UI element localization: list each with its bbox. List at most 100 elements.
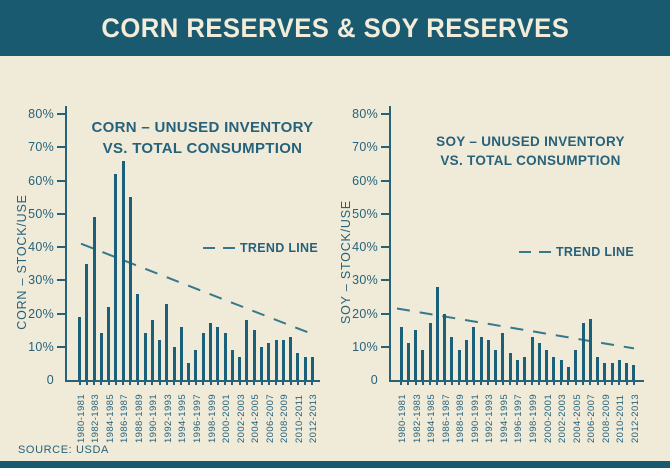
bar: [172, 346, 176, 380]
bar: [399, 326, 403, 380]
y-tick-label: 20%: [352, 306, 378, 321]
x-tick-mark: [436, 381, 439, 385]
x-tick-mark: [625, 381, 628, 385]
bar: [545, 350, 549, 380]
y-tick-mark: [381, 146, 389, 149]
x-tick-mark: [596, 381, 599, 385]
bar: [508, 353, 512, 380]
x-tick-label: 1994-1995: [498, 393, 510, 443]
page-title: CORN RESERVES & SOY RESERVES: [100, 12, 570, 43]
soy-trend-line: [396, 307, 635, 350]
bar: [260, 346, 263, 380]
y-tick-label: 40%: [352, 240, 378, 254]
y-tick-mark: [381, 246, 389, 248]
bar: [150, 320, 154, 380]
x-tick-label: 2000-2001: [221, 393, 233, 443]
trend-dash-icon: [223, 247, 235, 249]
bar: [121, 160, 125, 380]
x-tick-mark: [122, 381, 125, 385]
bar: [245, 320, 249, 380]
x-tick-mark: [93, 381, 96, 385]
x-tick-mark: [304, 381, 307, 385]
bar: [515, 360, 519, 380]
y-tick-label: 70%: [352, 140, 378, 155]
bar: [472, 326, 476, 380]
bar: [559, 360, 563, 380]
x-tick-label: 1980-1981: [75, 393, 87, 443]
x-tick-mark: [267, 381, 270, 385]
x-tick-mark: [180, 381, 183, 385]
bar: [421, 350, 425, 380]
x-tick-label: 1990-1991: [148, 393, 160, 443]
x-tick-mark: [538, 381, 541, 385]
bar: [632, 365, 636, 380]
x-tick-mark: [400, 381, 402, 385]
y-tick-mark: [57, 345, 65, 348]
bar: [107, 306, 111, 380]
x-tick-mark: [194, 381, 197, 385]
soy-trend-legend: TREND LINE: [519, 245, 634, 259]
x-tick-mark: [151, 381, 154, 385]
x-tick-label: 2002-2003: [235, 393, 247, 443]
x-tick-mark: [165, 381, 168, 385]
x-tick-mark: [202, 381, 205, 385]
bar: [435, 286, 439, 380]
corn-trend-line: [80, 242, 316, 337]
x-tick-mark: [282, 381, 285, 385]
x-tick-label: 1988-1989: [133, 393, 145, 443]
y-tick-mark: [57, 113, 65, 115]
corn-y-axis-title: CORN – STOCK/USE: [15, 194, 29, 330]
x-tick-mark: [224, 381, 227, 385]
corn-chart-title: CORN – UNUSED INVENTORY VS. TOTAL CONSUM…: [91, 119, 314, 157]
x-tick-mark: [144, 381, 147, 385]
bar: [479, 336, 483, 380]
bar: [581, 323, 585, 380]
x-tick-mark: [209, 381, 212, 385]
y-tick-label: 30%: [352, 273, 378, 288]
bar: [465, 340, 469, 380]
soy-y-axis-title: SOY – STOCK/USE: [339, 199, 353, 325]
source-credit: SOURCE: USDA: [18, 444, 109, 456]
soy-plot-area: SOY – UNUSED INVENTORY VS. TOTAL CONSUMP…: [352, 106, 644, 443]
y-tick-mark: [381, 179, 389, 182]
y-tick-label: 20%: [28, 306, 54, 321]
x-tick-mark: [129, 381, 132, 385]
x-tick-mark: [421, 381, 424, 385]
x-tick-mark: [311, 381, 314, 385]
x-tick-label: 1982-1983: [411, 393, 423, 443]
x-tick-label: 1996-1997: [191, 393, 203, 443]
corn-trend-legend-label: TREND LINE: [240, 241, 318, 255]
x-tick-mark: [289, 381, 292, 385]
bar: [552, 356, 556, 380]
bar: [165, 303, 169, 380]
x-tick-mark: [450, 381, 453, 385]
x-tick-label: 1986-1987: [440, 393, 452, 443]
y-tick-mark: [57, 179, 65, 182]
bar: [501, 333, 505, 380]
bar: [143, 333, 147, 380]
trend-dash-icon: [203, 247, 215, 249]
bar: [209, 323, 213, 380]
x-tick-label: 1986-1987: [119, 393, 131, 443]
bar: [450, 336, 454, 380]
bar: [486, 340, 490, 380]
y-tick-label: 60%: [352, 173, 378, 188]
bar: [406, 343, 410, 380]
bar: [252, 330, 256, 380]
x-tick-label: 2004-2005: [571, 393, 583, 443]
x-tick-mark: [100, 381, 103, 385]
x-tick-mark: [443, 381, 446, 385]
bar: [303, 356, 307, 380]
bar: [281, 340, 285, 380]
bar: [128, 197, 132, 380]
bar: [428, 323, 432, 380]
x-tick-mark: [509, 381, 512, 385]
x-tick-label: 2008-2009: [600, 393, 612, 443]
trend-dash-icon: [539, 251, 551, 253]
x-tick-mark: [458, 381, 461, 385]
corn-plot-area: CORN – UNUSED INVENTORY VS. TOTAL CONSUM…: [28, 106, 320, 443]
bar: [78, 316, 81, 380]
y-tick-label: 50%: [352, 206, 378, 221]
